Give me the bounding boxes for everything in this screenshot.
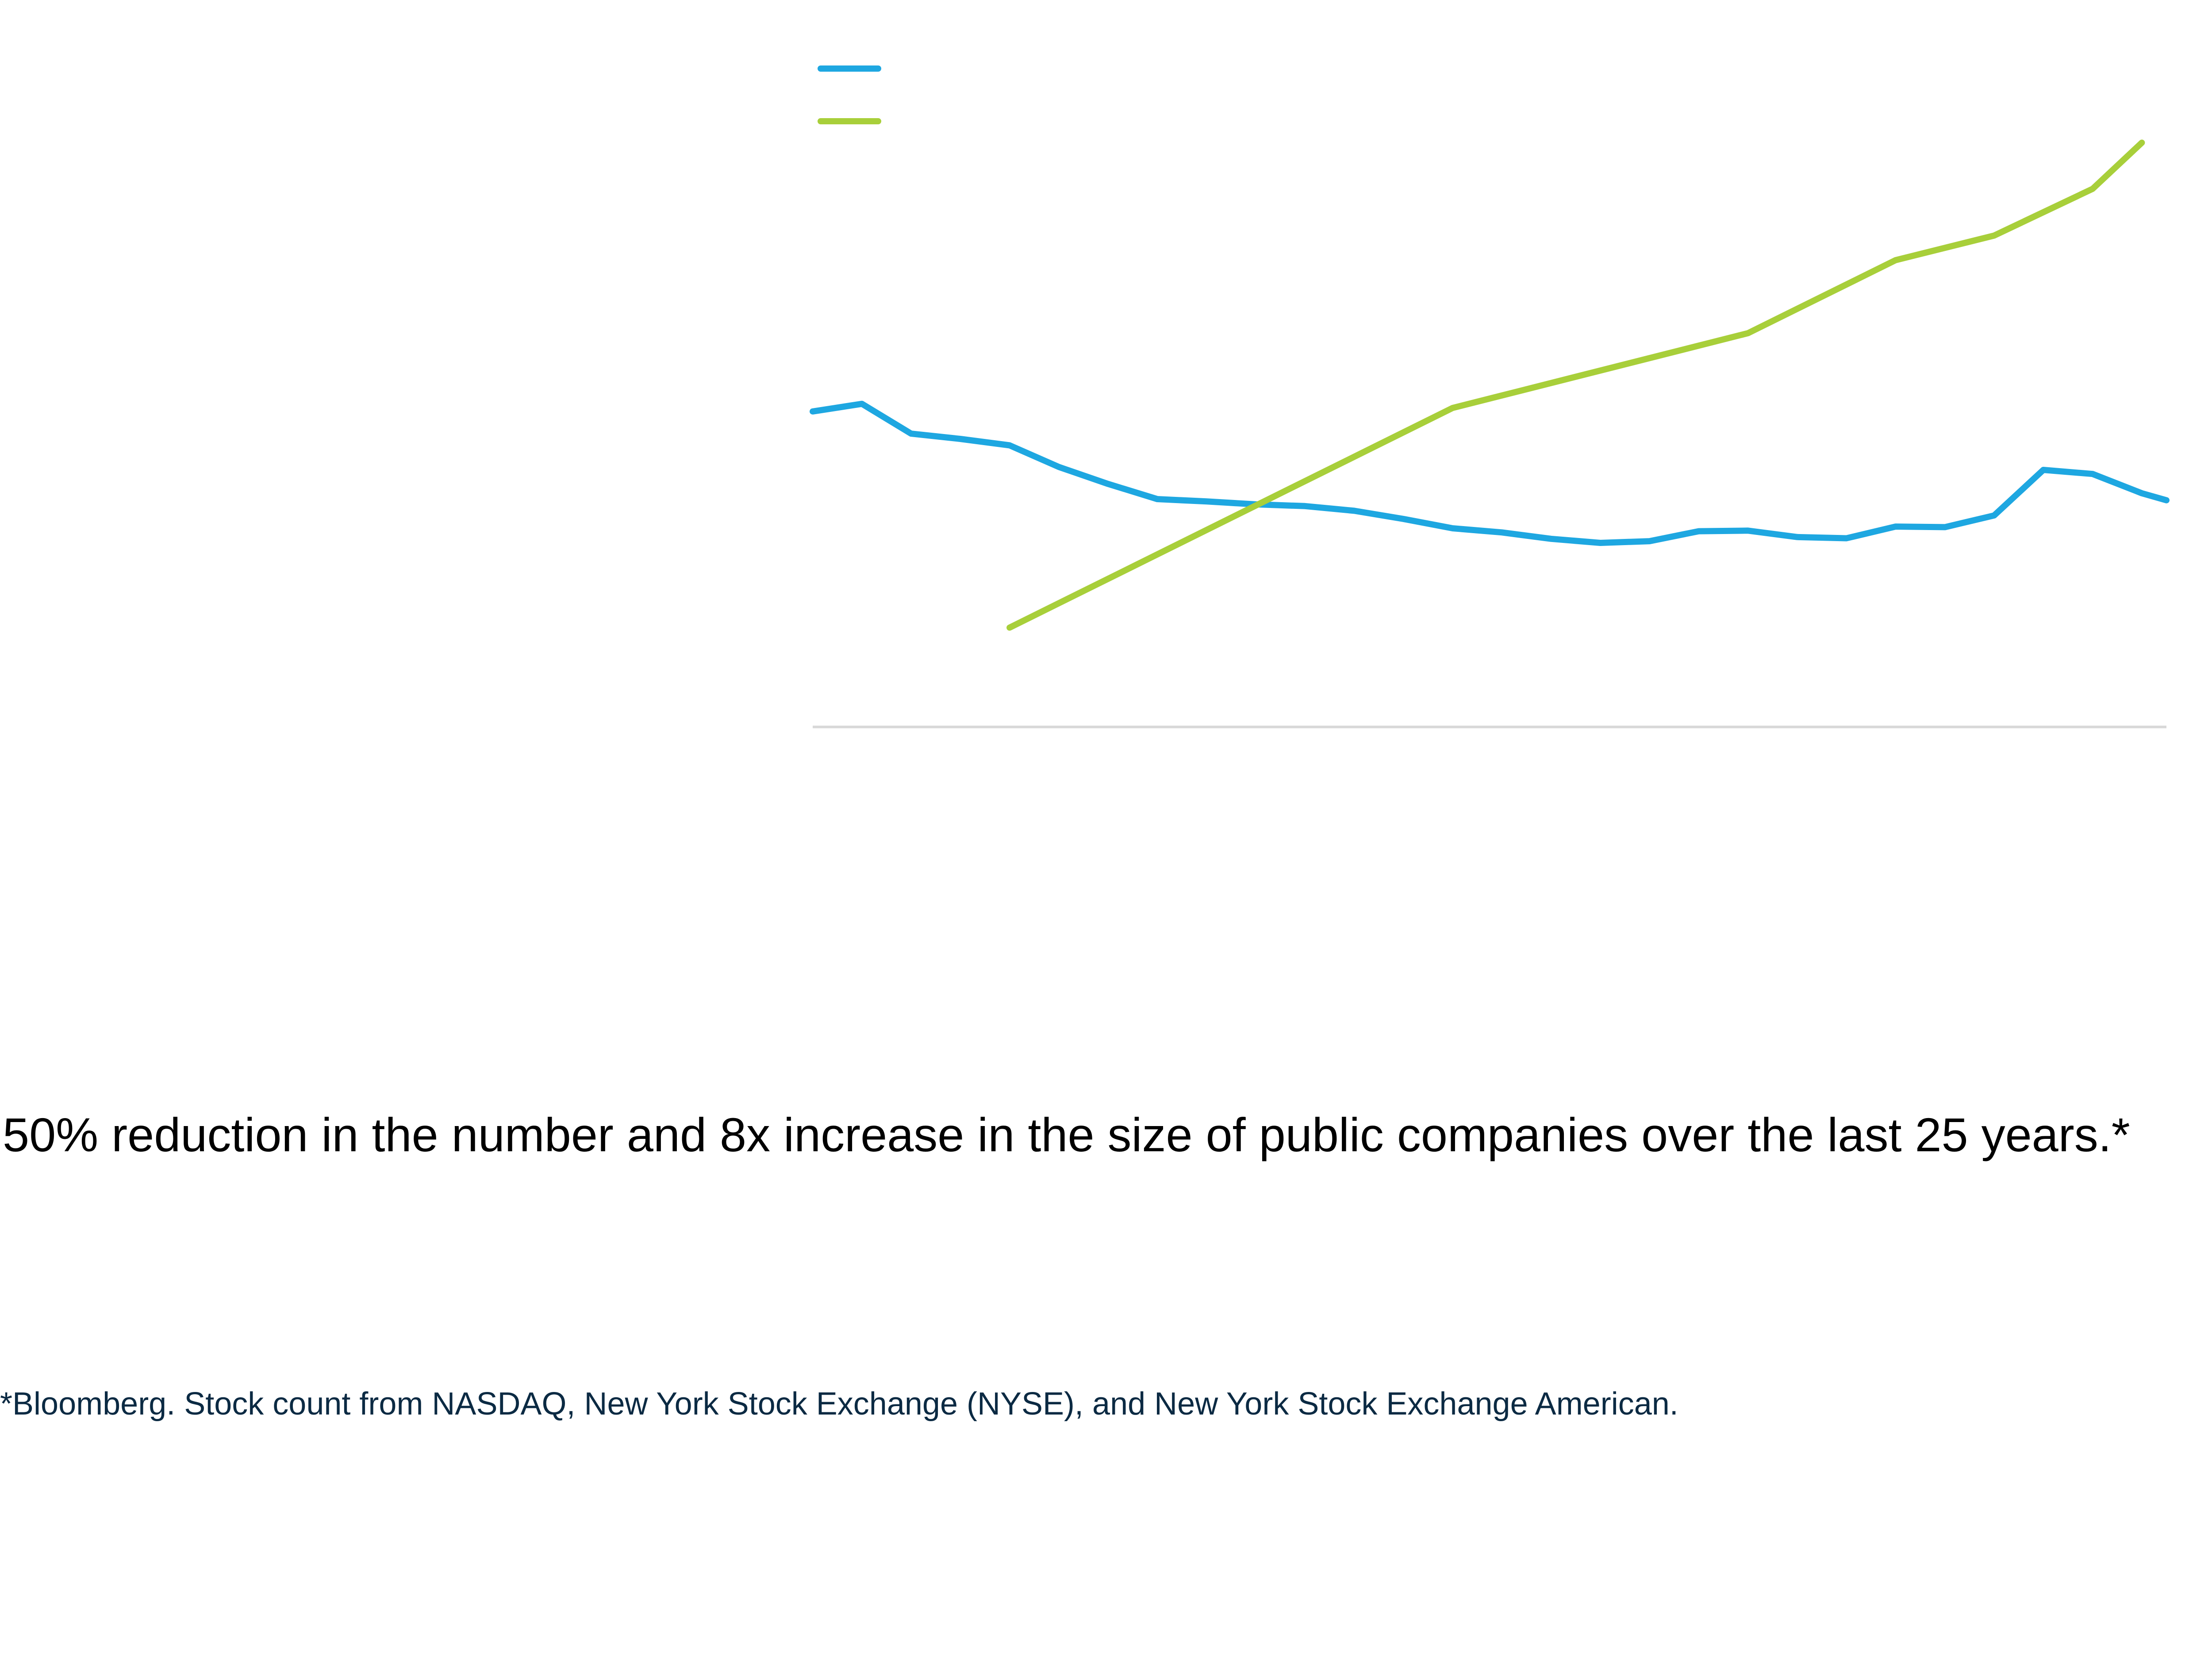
footnote: *Bloomberg. Stock count from NASDAQ, New… [0,1386,1678,1422]
series-layer [810,139,2170,631]
line-chart [810,65,2170,728]
legend [818,65,881,124]
headline: 50% reduction in the number and 8x incre… [3,1108,2130,1161]
series-line-2 [1006,139,2145,631]
series-line-1 [810,400,2170,546]
